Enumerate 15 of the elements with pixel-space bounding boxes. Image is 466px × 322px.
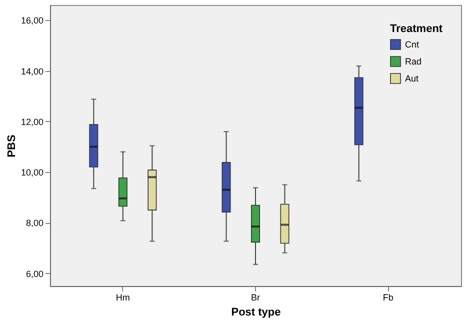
y-tick-label: 6,00 [26, 268, 44, 279]
y-axis-title: PBS [6, 134, 18, 158]
y-tick-label: 14,00 [20, 66, 44, 76]
y-tick-label: 8,00 [26, 218, 44, 228]
x-tick-label: Fb [382, 292, 394, 302]
y-tick-label: 16,00 [20, 16, 44, 26]
x-axis-title: Post type [231, 306, 281, 318]
legend-title: Treatment [390, 23, 443, 35]
x-tick-label: Br [251, 292, 260, 302]
legend-label: Cnt [405, 40, 420, 50]
x-tick-label: Hm [116, 292, 130, 302]
legend-label: Aut [405, 74, 420, 84]
y-tick-label: 10,00 [20, 168, 44, 178]
y-tick-label: 12,00 [20, 116, 44, 127]
legend-label: Rad [405, 56, 422, 66]
